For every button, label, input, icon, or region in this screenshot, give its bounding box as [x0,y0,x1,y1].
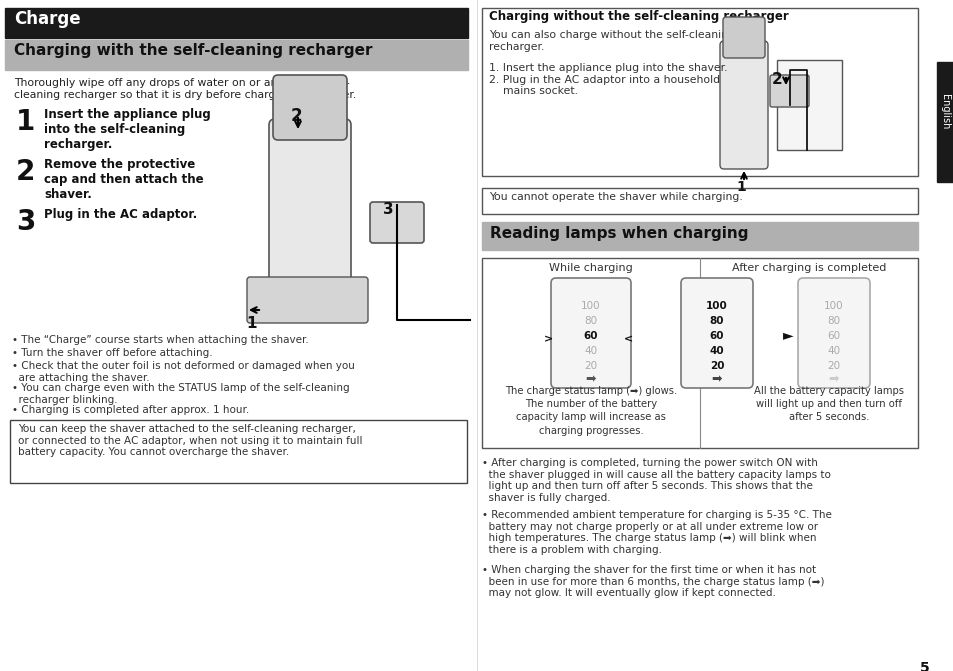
Text: 5: 5 [920,661,929,671]
FancyBboxPatch shape [797,278,869,388]
Text: ➡: ➡ [711,373,721,386]
Text: >: > [544,334,553,344]
Text: 100: 100 [580,301,600,311]
Bar [5,8,468,38]
Text: You cannot operate the shaver while charging.: You cannot operate the shaver while char… [489,192,742,202]
Text: • The “Charge” course starts when attaching the shaver.: • The “Charge” course starts when attach… [12,335,309,345]
Text: You can also charge without the self-cleaning
recharger.: You can also charge without the self-cle… [489,30,734,52]
Text: Charging with the self-cleaning recharger: Charging with the self-cleaning recharge… [14,43,372,58]
FancyBboxPatch shape [247,277,368,323]
Text: All the battery capacity lamps
will light up and then turn off
after 5 seconds.: All the battery capacity lamps will ligh… [753,386,903,423]
FancyBboxPatch shape [722,17,764,58]
Text: ►: ► [781,328,793,342]
Text: 1: 1 [735,180,745,194]
Text: 3: 3 [382,202,394,217]
Text: 100: 100 [823,301,842,311]
Text: 20: 20 [584,361,597,371]
Text: 1: 1 [16,108,35,136]
Text: 1: 1 [246,316,256,331]
Text: 40: 40 [709,346,723,356]
Text: 100: 100 [705,301,727,311]
Bar [776,60,841,150]
Text: 60: 60 [583,331,598,341]
Text: 60: 60 [826,331,840,341]
Text: After charging is completed: After charging is completed [731,263,885,273]
Bar [10,420,467,483]
Bar [481,188,917,214]
Text: Reading lamps when charging: Reading lamps when charging [490,226,748,241]
FancyBboxPatch shape [680,278,752,388]
FancyBboxPatch shape [720,41,767,169]
Bar [481,258,917,448]
Bar [936,62,953,182]
Bar [5,40,468,70]
Text: 80: 80 [826,316,840,326]
Text: 60: 60 [709,331,723,341]
Text: Charging without the self-cleaning recharger: Charging without the self-cleaning recha… [489,10,788,23]
FancyBboxPatch shape [370,202,423,243]
Text: While charging: While charging [549,263,632,273]
Text: Plug in the AC adaptor.: Plug in the AC adaptor. [44,208,197,221]
Text: 80: 80 [709,316,723,326]
Text: • You can charge even with the STATUS lamp of the self-cleaning
  recharger blin: • You can charge even with the STATUS la… [12,383,349,405]
FancyBboxPatch shape [769,75,808,107]
Text: 80: 80 [584,316,597,326]
Text: • Check that the outer foil is not deformed or damaged when you
  are attaching : • Check that the outer foil is not defor… [12,361,355,382]
Text: 2: 2 [771,72,781,87]
Text: The charge status lamp (➡) glows.
The number of the battery
capacity lamp will i: The charge status lamp (➡) glows. The nu… [504,386,677,435]
Text: 20: 20 [709,361,723,371]
Text: <: < [623,334,633,344]
Text: 2: 2 [16,158,35,186]
Text: Insert the appliance plug
into the self-cleaning
recharger.: Insert the appliance plug into the self-… [44,108,211,151]
Bar [481,8,917,176]
FancyBboxPatch shape [273,75,347,140]
Text: Charge: Charge [14,10,81,28]
Text: ➡: ➡ [585,373,596,386]
FancyBboxPatch shape [269,119,351,291]
Text: • After charging is completed, turning the power switch ON with
  the shaver plu: • After charging is completed, turning t… [481,458,830,503]
Text: Remove the protective
cap and then attach the
shaver.: Remove the protective cap and then attac… [44,158,203,201]
Text: ➡: ➡ [828,373,839,386]
Bar [481,222,917,250]
Text: 3: 3 [16,208,35,236]
Text: English: English [939,95,949,130]
Text: Thoroughly wipe off any drops of water on or around the self-
cleaning recharger: Thoroughly wipe off any drops of water o… [14,78,355,99]
Text: • When charging the shaver for the first time or when it has not
  been in use f: • When charging the shaver for the first… [481,565,823,599]
Text: • Recommended ambient temperature for charging is 5-35 °C. The
  battery may not: • Recommended ambient temperature for ch… [481,510,831,555]
FancyBboxPatch shape [551,278,630,388]
Text: 40: 40 [826,346,840,356]
Text: 40: 40 [584,346,597,356]
Text: 20: 20 [826,361,840,371]
Text: 1. Insert the appliance plug into the shaver.
2. Plug in the AC adaptor into a h: 1. Insert the appliance plug into the sh… [489,63,727,96]
Text: • Charging is completed after approx. 1 hour.: • Charging is completed after approx. 1 … [12,405,249,415]
Text: 2: 2 [291,107,302,125]
Text: You can keep the shaver attached to the self-cleaning recharger,
or connected to: You can keep the shaver attached to the … [18,424,362,457]
Text: • Turn the shaver off before attaching.: • Turn the shaver off before attaching. [12,348,213,358]
